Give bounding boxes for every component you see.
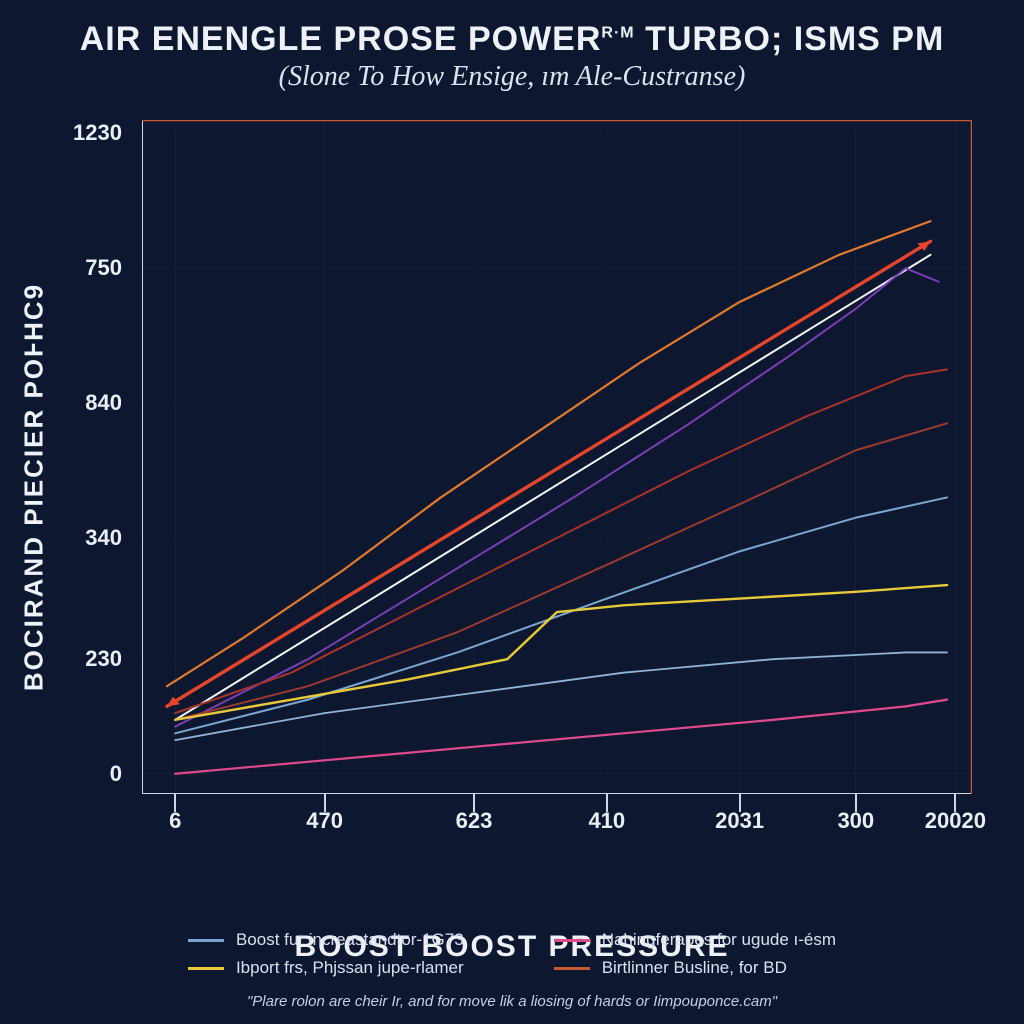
y-axis-label: BOCIRAND PIECIER POⱵHC9 (19, 283, 50, 691)
title-part-a: AIR ENENGLE PROSE POWER (80, 20, 602, 58)
x-tick-label: 470 (306, 808, 343, 834)
legend-item: Nahingferapes for ugude ı-ésm (554, 930, 836, 950)
legend-swatch (188, 967, 224, 970)
series-lightblue-2 (175, 652, 947, 740)
legend-item: Ibport frs, Phjssan jupe-rlamer (188, 958, 464, 978)
legend-label: Boost fur increastandtor-1G73 (236, 930, 464, 950)
legend-col-right: Nahingferapes for ugude ı-ésm Birtlinner … (554, 930, 836, 978)
x-tick-label: 300 (837, 808, 874, 834)
series-lightblue-1 (175, 497, 947, 733)
series-white-center (175, 255, 930, 720)
chart-subtitle: (Slone To How Ensige, ım Ale-Custranse) (30, 61, 994, 93)
y-tick-label: 340 (85, 525, 122, 551)
chart-area: BOCIRAND PIECIER POⱵHC9 0230340840750123… (42, 120, 982, 854)
y-tick-label: 1230 (73, 120, 122, 146)
legend-swatch (554, 967, 590, 970)
footnote: "Plare rolon are cheir Ir, and for move … (0, 993, 1024, 1010)
x-tick-label: 623 (456, 808, 493, 834)
legend-label: Birtlinner Busline, for BD (602, 958, 787, 978)
title-part-b: TURBO; ISMS PM (635, 20, 945, 58)
legend-item: Boost fur increastandtor-1G73 (188, 930, 464, 950)
series-purple (175, 268, 939, 726)
y-tick-label: 230 (85, 646, 122, 672)
legend-label: Nahingferapes for ugude ı-ésm (602, 930, 836, 950)
chart-title: AIR ENENGLE PROSE POWERR·M TURBO; ISMS P… (30, 20, 994, 59)
y-tick-label: 750 (85, 255, 122, 281)
legend: Boost fur increastandtor-1G73 Ibport frs,… (0, 930, 1024, 978)
series-darkred-1 (175, 369, 947, 713)
legend-col-left: Boost fur increastandtor-1G73 Ibport frs,… (188, 930, 464, 978)
y-tick-label: 0 (110, 761, 122, 787)
title-tm: R·M (601, 25, 634, 42)
title-block: AIR ENENGLE PROSE POWERR·M TURBO; ISMS P… (0, 0, 1024, 97)
x-tick-label: 20020 (925, 808, 986, 834)
legend-swatch (554, 939, 590, 942)
plot-svg (142, 120, 972, 794)
legend-swatch (188, 939, 224, 942)
series-red-main (167, 241, 931, 706)
y-tick-label: 840 (85, 390, 122, 416)
plot-region: 023034084075012306470623410203130020020 (142, 120, 972, 794)
x-tick-label: 2031 (715, 808, 764, 834)
x-tick-label: 6 (169, 808, 181, 834)
series-orange-top (167, 221, 931, 686)
x-tick-label: 410 (588, 808, 625, 834)
legend-label: Ibport frs, Phjssan jupe-rlamer (236, 958, 464, 978)
series-pink (175, 700, 947, 774)
legend-item: Birtlinner Busline, for BD (554, 958, 836, 978)
